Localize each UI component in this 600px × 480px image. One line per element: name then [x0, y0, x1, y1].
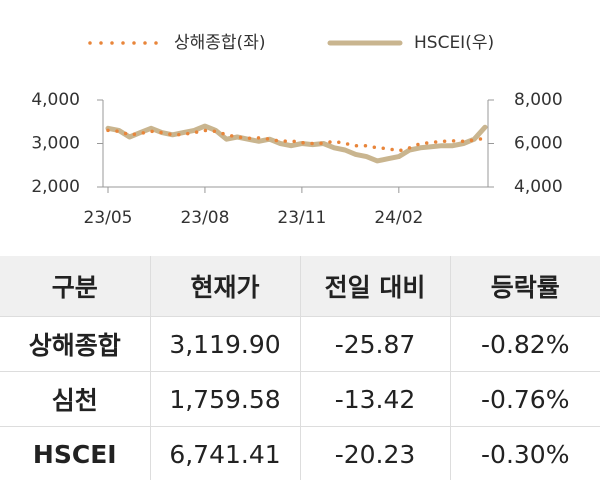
legend-label: 상해종합(좌): [174, 33, 265, 53]
header-cell: 현재가: [149, 256, 300, 317]
table-cell: -13.42: [299, 371, 450, 427]
y2-tick-label: 8,000: [514, 90, 563, 110]
table-row: 심천 1,759.58 -13.42 -0.76%: [0, 371, 600, 427]
table-cell: 6,741.41: [149, 426, 300, 480]
table-cell: 1,759.58: [149, 371, 300, 427]
legend-label: HSCEI(우): [414, 33, 494, 53]
table-cell: -20.23: [299, 426, 450, 480]
table-row: HSCEI 6,741.41 -20.23 -0.30%: [0, 426, 600, 480]
table-cell: -0.76%: [449, 371, 600, 427]
header-cell: 전일 대비: [299, 256, 450, 317]
quote-table: 구분 현재가 전일 대비 등락률 상해종합 3,119.90 -25.87 -0.82% 심천 1…: [0, 256, 600, 480]
x-tick-label: 23/11: [277, 208, 326, 228]
table-cell: HSCEI: [0, 426, 150, 480]
table-cell: -25.87: [299, 316, 450, 372]
chart: 2,000 3,000 4,000 4,000 6,000 8,000 23/05 23/08…: [31, 33, 563, 228]
header-cell: 등락률: [449, 256, 600, 317]
x-tick-label: 24/02: [374, 208, 423, 228]
y-tick-label: 2,000: [31, 177, 80, 197]
series-line: [106, 128, 487, 153]
header-cell: 구분: [0, 256, 150, 317]
y-tick-label: 3,000: [31, 134, 80, 154]
header-row: 구분 현재가 전일 대비 등락률: [0, 256, 600, 317]
table-cell: -0.30%: [449, 426, 600, 480]
table-cell: 3,119.90: [149, 316, 300, 372]
x-tick-label: 23/05: [84, 208, 133, 228]
table-cell: 상해종합: [0, 316, 150, 372]
y-tick-label: 4,000: [31, 90, 80, 110]
series-line: [105, 123, 488, 164]
table-cell: 심천: [0, 371, 150, 427]
y2-tick-label: 4,000: [514, 177, 563, 197]
x-tick-label: 23/08: [180, 208, 229, 228]
table-row: 상해종합 3,119.90 -25.87 -0.82%: [0, 316, 600, 372]
y2-tick-label: 6,000: [514, 134, 563, 154]
table-cell: -0.82%: [449, 316, 600, 372]
